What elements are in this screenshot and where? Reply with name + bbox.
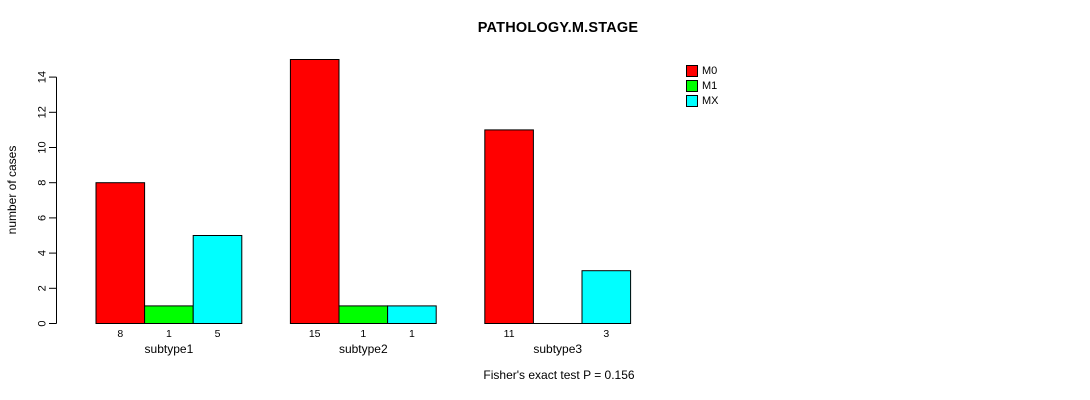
bar-value-label: 8 <box>117 328 123 340</box>
x-category-label: subtype3 <box>533 342 582 356</box>
bar-value-label: 1 <box>166 328 172 340</box>
legend-swatch-m1-icon <box>686 80 698 92</box>
bar-value-label: 1 <box>409 328 415 340</box>
chart-title: PATHOLOGY.M.STAGE <box>477 20 639 36</box>
bar-m1-subtype1 <box>144 305 194 324</box>
bar-value-label: 3 <box>603 328 609 340</box>
bar-m0-subtype1 <box>95 182 146 324</box>
y-tick-label: 6 <box>37 215 49 221</box>
y-tick-label: 8 <box>37 180 49 186</box>
legend-label: MX <box>702 95 719 107</box>
y-tick-label: 10 <box>37 141 49 153</box>
bar-value-label: 15 <box>309 328 321 340</box>
legend-label: M1 <box>702 80 718 92</box>
x-category-label: subtype1 <box>145 342 194 356</box>
legend-swatch-mx-icon <box>686 95 698 107</box>
legend-item-m1: M1 <box>686 80 719 92</box>
bar-mx-subtype3 <box>581 270 632 325</box>
bar-m0-subtype2 <box>289 59 340 324</box>
y-tick-label: 0 <box>37 320 49 326</box>
y-tick-label: 2 <box>37 285 49 291</box>
stat-annotation: Fisher's exact test P = 0.156 <box>483 368 635 382</box>
y-tick-label: 12 <box>37 106 49 118</box>
y-tick-label: 4 <box>37 250 49 256</box>
legend-swatch-m0-icon <box>686 65 698 77</box>
bar-value-label: 5 <box>215 328 221 340</box>
legend: M0 M1 MX <box>686 65 719 110</box>
legend-label: M0 <box>702 65 718 77</box>
legend-item-m0: M0 <box>686 65 719 77</box>
bar-m1-subtype2 <box>338 305 389 324</box>
bar-mx-subtype1 <box>192 235 243 324</box>
bar-mx-subtype2 <box>387 305 437 324</box>
bar-value-label: 11 <box>504 328 515 340</box>
legend-item-mx: MX <box>686 95 719 107</box>
bar-value-label: 1 <box>360 328 366 340</box>
bar-m0-subtype3 <box>484 129 534 324</box>
y-tick-label: 14 <box>37 71 49 83</box>
x-category-label: subtype2 <box>339 342 388 356</box>
